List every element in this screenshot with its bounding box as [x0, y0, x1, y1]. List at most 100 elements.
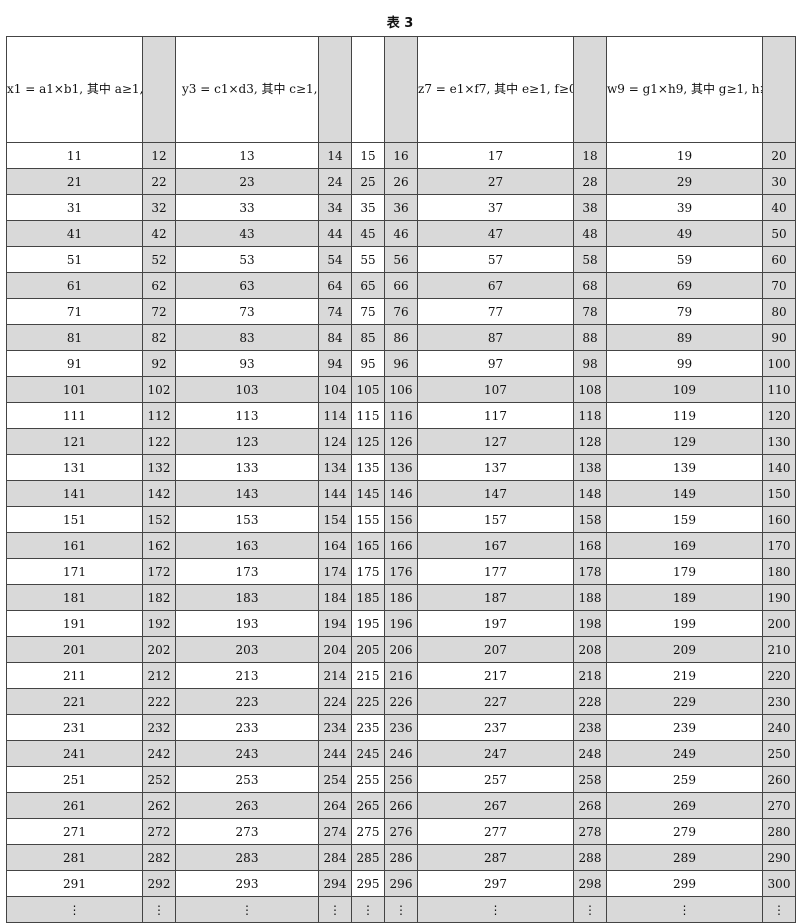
table-cell: 49: [606, 220, 763, 247]
table-row: 21 22 23 24 25 26 27 28 29 30: [6, 168, 796, 195]
table-cell: 190: [762, 584, 796, 611]
table-cell: 285: [351, 844, 385, 871]
table-cell: 185: [351, 584, 385, 611]
table-row: 211 212 213 214 215 216 217 218 219 220: [6, 662, 796, 689]
table-cell: 233: [175, 714, 319, 741]
table-cell: 294: [318, 870, 352, 897]
table-cell: 230: [762, 688, 796, 715]
table-cell: 136: [384, 454, 418, 481]
table-cell: 291: [6, 870, 143, 897]
table-cell: 107: [417, 376, 574, 403]
table-cell: 188: [573, 584, 607, 611]
table-cell: 113: [175, 402, 319, 429]
table-cell: 171: [6, 558, 143, 585]
table-cell: 276: [384, 818, 418, 845]
table-cell: 266: [384, 792, 418, 819]
table-cell: 56: [384, 246, 418, 273]
header-w9-condition: w9 = g1×h9, 其中 g≥1, h≥0; 或 w9 = g3×h3, 其…: [606, 36, 763, 143]
table-cell: 111: [6, 402, 143, 429]
table-cell: 13: [175, 142, 319, 169]
table-cell: 142: [142, 480, 176, 507]
table-cell: 44: [318, 220, 352, 247]
table-cell: 219: [606, 662, 763, 689]
table-cell: 295: [351, 870, 385, 897]
table-cell: 135: [351, 454, 385, 481]
table-cell: 272: [142, 818, 176, 845]
table-cell: 12: [142, 142, 176, 169]
table-cell: 244: [318, 740, 352, 767]
table-cell: 86: [384, 324, 418, 351]
table-cell: 143: [175, 480, 319, 507]
table-cell: 174: [318, 558, 352, 585]
header-cell-5: [351, 36, 385, 143]
table-cell: 46: [384, 220, 418, 247]
table-cell: 41: [6, 220, 143, 247]
table-cell: 257: [417, 766, 574, 793]
table-cell: 68: [573, 272, 607, 299]
table-cell: 99: [606, 350, 763, 377]
table-cell: 247: [417, 740, 574, 767]
table-cell: 137: [417, 454, 574, 481]
header-cell-2: [142, 36, 176, 143]
table-cell: 296: [384, 870, 418, 897]
table-cell: 223: [175, 688, 319, 715]
table-cell: 288: [573, 844, 607, 871]
table-row: 81 82 83 84 85 86 87 88 89 90: [6, 324, 796, 351]
header-z7-condition: z7 = e1×f7, 其中 e≥1, f≥0; 或 z7 = e3×f9, 其…: [417, 36, 574, 143]
table-cell: 125: [351, 428, 385, 455]
table-cell: 28: [573, 168, 607, 195]
table-cell: 77: [417, 298, 574, 325]
header-cell-4: [318, 36, 352, 143]
table-cell: 176: [384, 558, 418, 585]
table-cell: 102: [142, 376, 176, 403]
table-cell: 114: [318, 402, 352, 429]
table-cell: 212: [142, 662, 176, 689]
table-cell: 94: [318, 350, 352, 377]
table-row: 101 102 103 104 105 106 107 108 109 110: [6, 376, 796, 403]
table-cell: 225: [351, 688, 385, 715]
table-cell: 155: [351, 506, 385, 533]
table-cell: 92: [142, 350, 176, 377]
table-cell: 262: [142, 792, 176, 819]
table-cell: 160: [762, 506, 796, 533]
table-row: 131 132 133 134 135 136 137 138 139 140: [6, 454, 796, 481]
table-cell: 264: [318, 792, 352, 819]
table-cell: 84: [318, 324, 352, 351]
table-cell: 145: [351, 480, 385, 507]
table-cell: 195: [351, 610, 385, 637]
table-cell: 83: [175, 324, 319, 351]
table-row: 281 282 283 284 285 286 287 288 289 290: [6, 844, 796, 871]
table-cell: 154: [318, 506, 352, 533]
table-row: 221 222 223 224 225 226 227 228 229 230: [6, 688, 796, 715]
table-cell: 109: [606, 376, 763, 403]
table-cell: 249: [606, 740, 763, 767]
table-cell: 201: [6, 636, 143, 663]
table-cell: 203: [175, 636, 319, 663]
table-cell: 11: [6, 142, 143, 169]
table-cell: 239: [606, 714, 763, 741]
table-cell: 70: [762, 272, 796, 299]
table-cell: 215: [351, 662, 385, 689]
table-cell: 123: [175, 428, 319, 455]
table-cell: 127: [417, 428, 574, 455]
table-row: 61 62 63 64 65 66 67 68 69 70: [6, 272, 796, 299]
table-cell: 205: [351, 636, 385, 663]
table-cell: 42: [142, 220, 176, 247]
table-cell: 52: [142, 246, 176, 273]
table-cell: 235: [351, 714, 385, 741]
table-cell: 187: [417, 584, 574, 611]
table-cell: 246: [384, 740, 418, 767]
table-row: 271 272 273 274 275 276 277 278 279 280: [6, 818, 796, 845]
table-cell: 269: [606, 792, 763, 819]
table-cell: 53: [175, 246, 319, 273]
table-cell: 162: [142, 532, 176, 559]
table-cell: 231: [6, 714, 143, 741]
table-cell: 251: [6, 766, 143, 793]
table-cell: 255: [351, 766, 385, 793]
table-cell: 299: [606, 870, 763, 897]
table-cell: 126: [384, 428, 418, 455]
table-cell: 89: [606, 324, 763, 351]
table-cell: 287: [417, 844, 574, 871]
table-row: 111 112 113 114 115 116 117 118 119 120: [6, 402, 796, 429]
header-y3-condition: y3 = c1×d3, 其中 c≥1, d≥0; 或 y3 = c7×d9, 其…: [175, 36, 319, 143]
